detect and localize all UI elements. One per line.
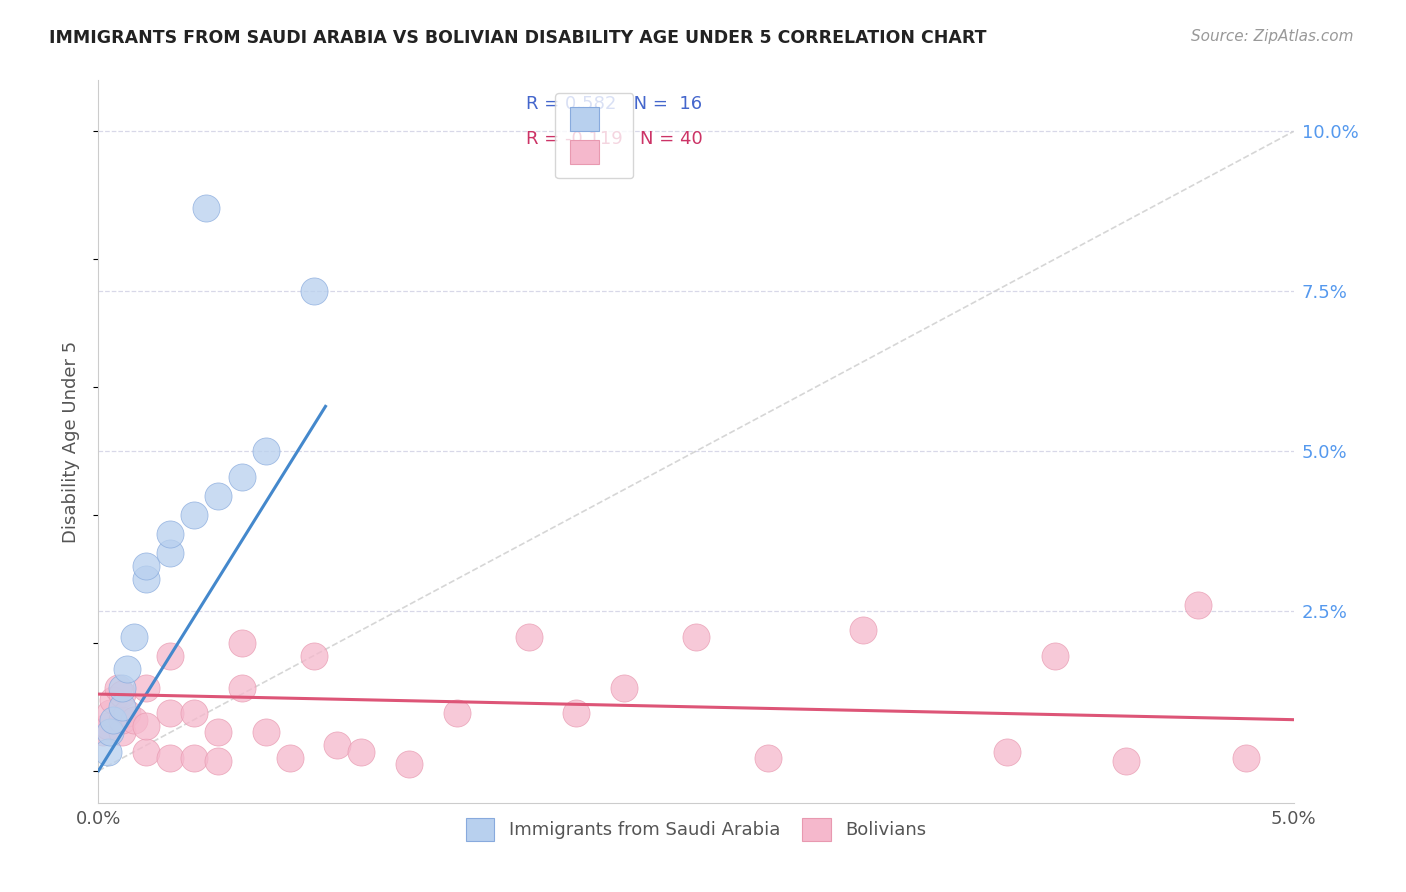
Point: [1043, 648, 1066, 663]
Point: [517, 630, 540, 644]
Point: [231, 681, 253, 695]
Point: [98, 725, 122, 739]
Point: [231, 636, 253, 650]
Point: [101, 713, 124, 727]
Point: [565, 706, 588, 721]
Point: [995, 745, 1018, 759]
Point: [91, 725, 114, 739]
Point: [302, 285, 325, 299]
Point: [135, 719, 157, 733]
Point: [183, 751, 205, 765]
Point: [111, 725, 134, 739]
Point: [613, 681, 636, 695]
Point: [195, 201, 218, 215]
Point: [111, 713, 134, 727]
Text: Source: ZipAtlas.com: Source: ZipAtlas.com: [1191, 29, 1354, 44]
Point: [159, 648, 181, 663]
Point: [111, 687, 134, 701]
Point: [98, 706, 122, 721]
Point: [183, 508, 205, 522]
Point: [124, 713, 146, 727]
Point: [326, 738, 349, 752]
Point: [685, 630, 707, 644]
Point: [1115, 754, 1137, 768]
Legend: Immigrants from Saudi Arabia, Bolivians: Immigrants from Saudi Arabia, Bolivians: [458, 810, 934, 848]
Point: [254, 725, 277, 739]
Point: [135, 745, 157, 759]
Point: [398, 757, 420, 772]
Text: R = 0.582   N =  16: R = 0.582 N = 16: [526, 95, 703, 113]
Point: [159, 751, 181, 765]
Point: [107, 681, 129, 695]
Text: R = -0.119   N = 40: R = -0.119 N = 40: [526, 130, 703, 148]
Point: [207, 725, 229, 739]
Point: [159, 527, 181, 541]
Point: [135, 559, 157, 574]
Point: [159, 706, 181, 721]
Point: [1187, 598, 1209, 612]
Point: [97, 719, 120, 733]
Point: [302, 648, 325, 663]
Point: [278, 751, 301, 765]
Y-axis label: Disability Age Under 5: Disability Age Under 5: [62, 341, 80, 542]
Point: [111, 681, 134, 695]
Point: [97, 745, 120, 759]
Point: [115, 661, 138, 675]
Point: [159, 546, 181, 560]
Point: [756, 751, 779, 765]
Point: [183, 706, 205, 721]
Point: [350, 745, 373, 759]
Point: [1234, 751, 1257, 765]
Point: [124, 630, 146, 644]
Text: IMMIGRANTS FROM SAUDI ARABIA VS BOLIVIAN DISABILITY AGE UNDER 5 CORRELATION CHAR: IMMIGRANTS FROM SAUDI ARABIA VS BOLIVIAN…: [49, 29, 987, 46]
Point: [101, 693, 124, 707]
Point: [207, 754, 229, 768]
Point: [115, 706, 138, 721]
Point: [852, 623, 875, 637]
Point: [446, 706, 468, 721]
Point: [254, 444, 277, 458]
Point: [111, 699, 134, 714]
Point: [207, 489, 229, 503]
Point: [135, 681, 157, 695]
Point: [231, 469, 253, 483]
Point: [135, 572, 157, 586]
